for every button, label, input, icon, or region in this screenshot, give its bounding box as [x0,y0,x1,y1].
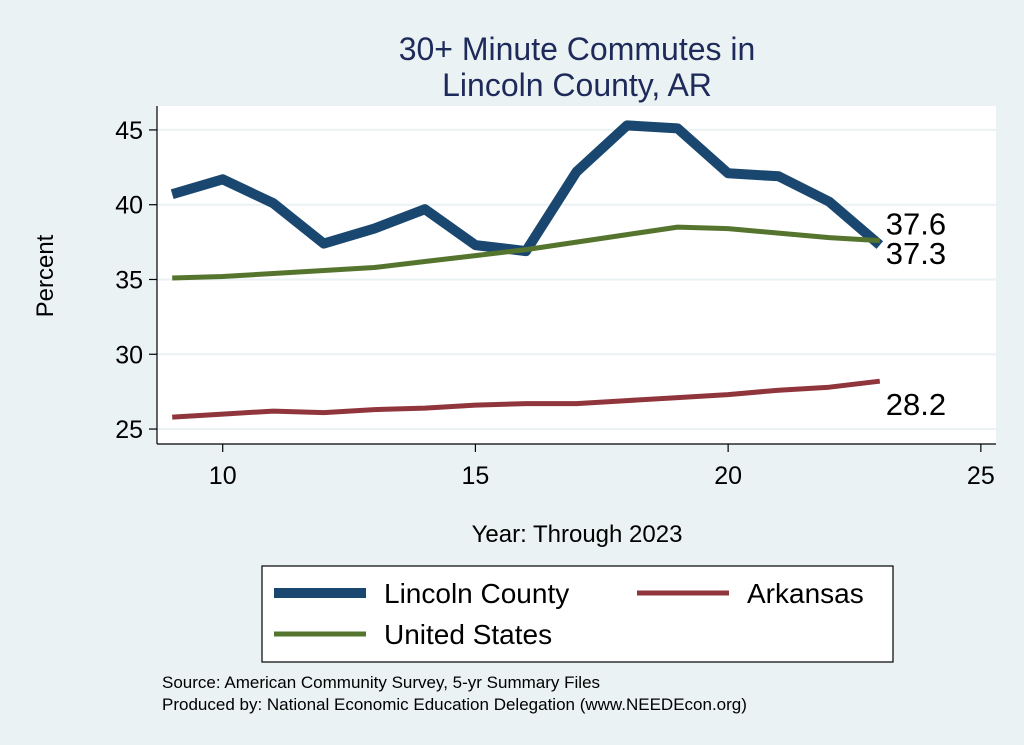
x-tick-label-10: 10 [209,462,237,490]
grid-lines [157,128,996,431]
legend-box [261,565,894,663]
y-tick-label-45: 45 [115,117,143,145]
series-line-arkansas [172,378,881,420]
end-label-lincoln-county: 37.3 [886,236,946,271]
y-axis-label: Percent [32,234,59,317]
x-tick-label-20: 20 [714,462,742,490]
end-labels: 37.3 28.2 37.6 [886,207,946,423]
plot-area [157,106,996,444]
legend-label-arkansas: Arkansas [747,578,864,609]
legend-label-lincoln-county: Lincoln County [384,578,569,609]
end-label-arkansas: 28.2 [886,387,946,422]
y-tick-label-25: 25 [115,416,143,444]
axes: 25 30 35 40 45 10 15 20 25 [115,106,996,490]
x-tick-label-15: 15 [462,462,490,490]
legend: Lincoln County Arkansas United States [261,565,894,663]
series-line-united-states [172,224,880,281]
y-tick-label-40: 40 [115,192,143,220]
produced-by-note: Produced by: National Economic Education… [162,695,747,714]
x-tick-label-25: 25 [967,462,995,490]
x-axis-label: Year: Through 2023 [472,521,683,548]
series-lines [170,120,884,420]
y-tick-label-30: 30 [115,341,143,369]
end-label-united-states: 37.6 [886,207,946,242]
chart-title-line-1: 30+ Minute Commutes in [399,31,756,67]
y-tick-label-35: 35 [115,266,143,294]
source-note: Source: American Community Survey, 5-yr … [162,673,600,692]
chart-title-line-2: Lincoln County, AR [442,67,712,103]
legend-label-united-states: United States [384,619,552,650]
